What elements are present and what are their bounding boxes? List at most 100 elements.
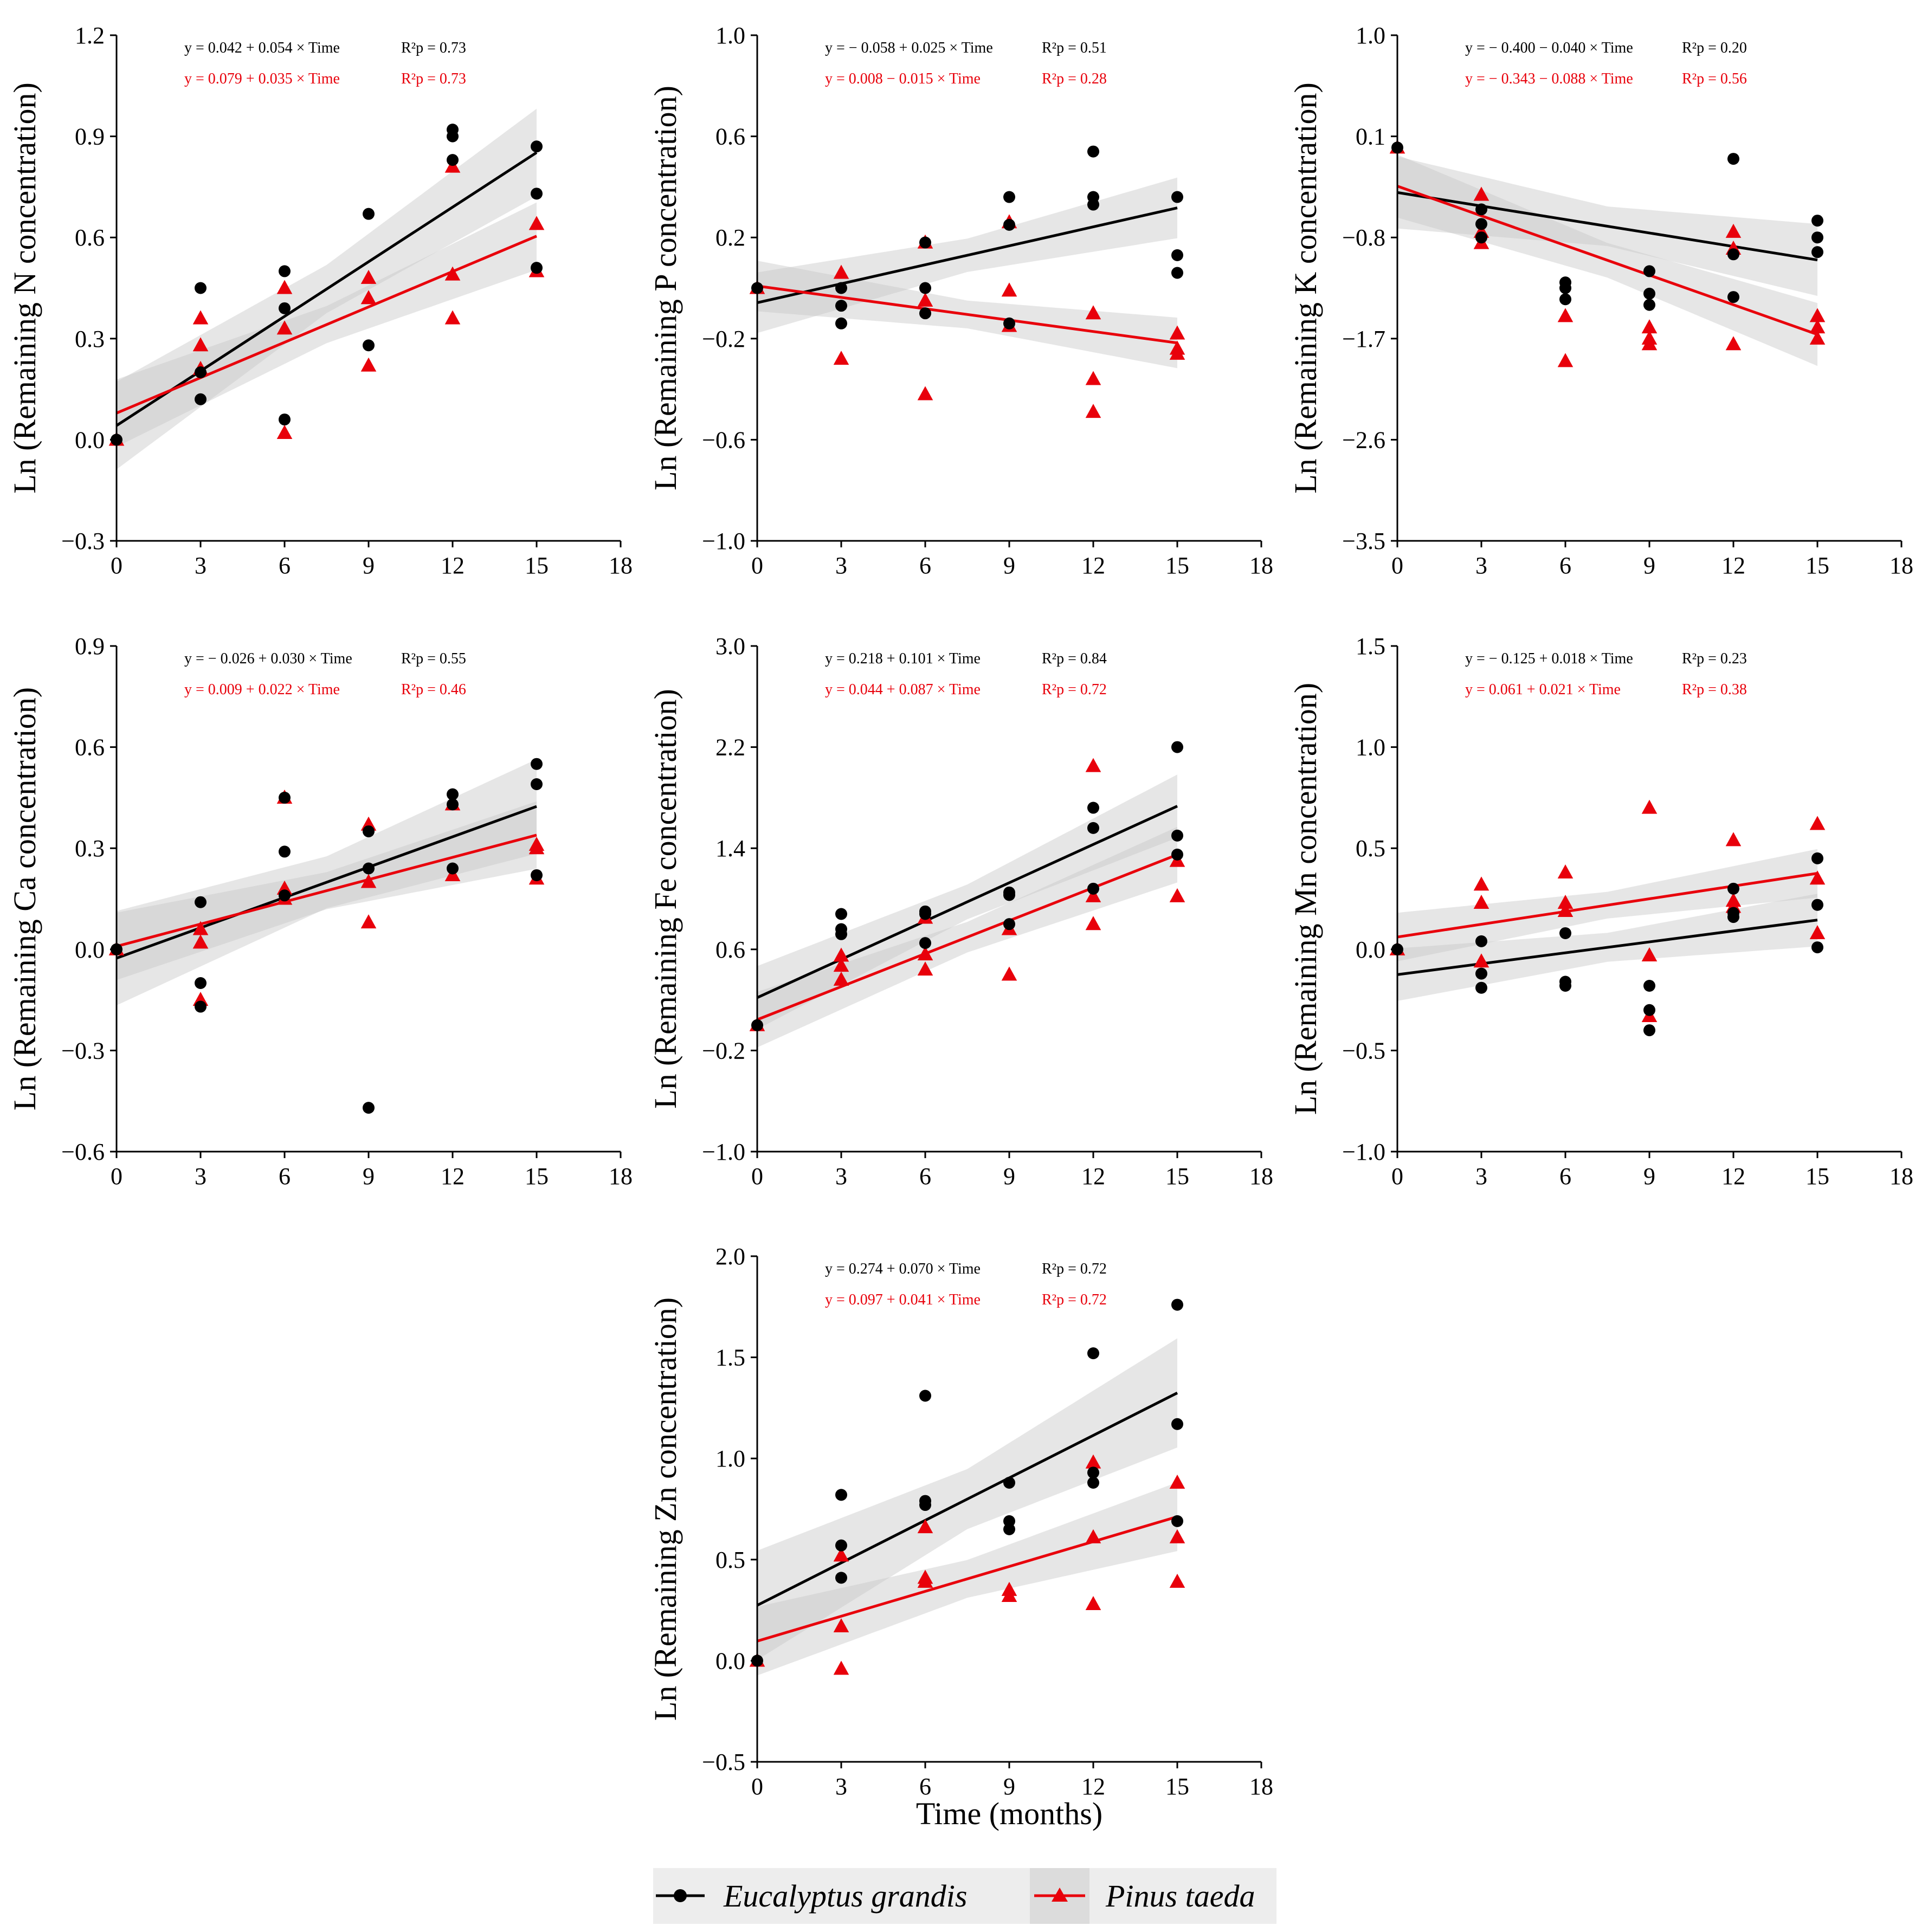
equation-n-eucalyptus: y = 0.042 + 0.054 × Time	[184, 40, 340, 56]
x-tick-label-ca: 18	[609, 1163, 633, 1190]
x-tick-label-mn: 15	[1806, 1163, 1829, 1190]
point-n-eucalyptus	[279, 302, 291, 314]
point-mn-eucalyptus	[1643, 979, 1655, 992]
point-fe-eucalyptus	[1087, 802, 1099, 814]
point-p-pinus	[1169, 345, 1185, 360]
r2-p-pinus: R²p = 0.28	[1042, 70, 1107, 87]
equation-p-pinus: y = 0.008 − 0.015 × Time	[825, 70, 981, 87]
point-p-eucalyptus	[919, 282, 931, 294]
point-p-eucalyptus	[1087, 198, 1099, 211]
y-tick-label-mn: 0.5	[1356, 835, 1385, 862]
point-p-eucalyptus	[1087, 145, 1099, 158]
point-mn-eucalyptus	[1643, 1024, 1655, 1037]
equation-zn-eucalyptus: y = 0.274 + 0.070 × Time	[825, 1261, 981, 1277]
y-tick-label-p: 1.0	[715, 22, 745, 49]
panel-n: 0 3 6 9 12 15 18 −0.3 0.0 0.3 0.6 0.9 1.2 Ln (Remaini…	[7, 22, 633, 579]
equation-p-eucalyptus: y = − 0.058 + 0.025 × Time	[825, 40, 993, 56]
point-mn-pinus	[1473, 895, 1489, 909]
x-tick-label-n: 18	[609, 552, 633, 579]
point-n-pinus	[276, 280, 293, 294]
point-mn-eucalyptus	[1643, 1004, 1655, 1016]
point-p-eucalyptus	[835, 317, 847, 329]
x-tick-label-mn: 6	[1559, 1163, 1571, 1190]
point-k-pinus	[1809, 308, 1826, 322]
point-zn-pinus	[1169, 1475, 1185, 1489]
point-k-pinus	[1557, 353, 1574, 367]
point-n-eucalyptus	[531, 262, 543, 274]
y-axis-title-ca: Ln (Remaining Ca concentration)	[7, 687, 42, 1110]
y-tick-label-k: 1.0	[1356, 22, 1385, 49]
y-axis-title-p: Ln (Remaining P concentration)	[648, 86, 683, 490]
point-zn-eucalyptus	[835, 1489, 847, 1501]
point-ca-eucalyptus	[363, 862, 375, 875]
x-tick-label-p: 0	[751, 552, 763, 579]
point-zn-eucalyptus	[919, 1499, 931, 1511]
point-ca-eucalyptus	[447, 862, 459, 875]
point-k-eucalyptus	[1475, 231, 1487, 244]
r2-zn-eucalyptus: R²p = 0.72	[1042, 1261, 1107, 1277]
regression-line-p-pinus	[757, 285, 1178, 345]
point-mn-pinus	[1809, 816, 1826, 830]
point-p-pinus	[1001, 282, 1017, 297]
point-mn-pinus	[1641, 947, 1658, 962]
panel-zn: 0 3 6 9 12 15 18 −0.5 0.0 0.5 1.0 1.5 2.0 Ln (Remaini…	[648, 1243, 1273, 1831]
point-fe-eucalyptus	[835, 908, 847, 920]
point-p-eucalyptus	[1003, 317, 1015, 329]
point-ca-pinus	[360, 914, 377, 929]
point-ca-eucalyptus	[279, 889, 291, 902]
point-zn-eucalyptus	[1171, 1515, 1183, 1527]
point-k-eucalyptus	[1727, 291, 1739, 303]
x-axis-title: Time (months)	[916, 1796, 1102, 1831]
y-tick-label-n: 0.6	[75, 224, 105, 251]
point-zn-pinus	[1169, 1529, 1185, 1543]
regression-line-zn-eucalyptus	[757, 1392, 1178, 1607]
x-tick-label-fe: 15	[1165, 1163, 1189, 1190]
y-tick-label-p: 0.2	[715, 224, 745, 251]
point-mn-pinus	[1557, 895, 1574, 909]
point-mn-eucalyptus	[1727, 911, 1739, 923]
point-k-eucalyptus	[1559, 293, 1571, 306]
point-fe-pinus	[833, 958, 849, 972]
point-fe-pinus	[1085, 888, 1101, 902]
equation-n-pinus: y = 0.079 + 0.035 × Time	[184, 70, 340, 87]
point-p-eucalyptus	[1171, 267, 1183, 279]
x-tick-label-ca: 0	[111, 1163, 122, 1190]
x-tick-label-mn: 3	[1475, 1163, 1487, 1190]
r2-ca-pinus: R²p = 0.46	[401, 681, 466, 698]
point-mn-pinus	[1725, 832, 1742, 847]
point-zn-eucalyptus	[1003, 1523, 1015, 1535]
point-zn-eucalyptus	[1087, 1466, 1099, 1479]
point-zn-eucalyptus	[1003, 1476, 1015, 1489]
point-n-pinus	[276, 320, 293, 335]
y-tick-label-n: 0.3	[75, 326, 105, 352]
y-axis-title-n: Ln (Remaining N concentration)	[7, 82, 42, 494]
regression-line-k-pinus	[1397, 185, 1818, 336]
y-tick-label-p: 0.6	[715, 124, 745, 150]
regression-line-fe-pinus	[757, 853, 1178, 1021]
x-tick-label-mn: 0	[1391, 1163, 1403, 1190]
equation-ca-pinus: y = 0.009 + 0.022 × Time	[184, 681, 340, 698]
y-axis-title-mn: Ln (Remaining Mn concentration)	[1288, 683, 1323, 1115]
point-n-eucalyptus	[195, 282, 207, 294]
y-tick-label-fe: −1.0	[702, 1139, 745, 1165]
regression-line-p-eucalyptus	[757, 206, 1178, 304]
point-fe-eucalyptus	[919, 908, 931, 920]
point-mn-pinus	[1641, 799, 1658, 814]
point-fe-eucalyptus	[835, 928, 847, 940]
x-tick-label-mn: 12	[1721, 1163, 1745, 1190]
point-p-pinus	[917, 292, 933, 307]
point-k-pinus	[1725, 223, 1742, 238]
y-tick-label-n: 0.0	[75, 427, 105, 453]
point-p-pinus	[833, 264, 849, 279]
r2-fe-pinus: R²p = 0.72	[1042, 681, 1107, 698]
y-tick-label-fe: 1.4	[715, 835, 745, 862]
x-tick-label-zn: 15	[1165, 1773, 1189, 1800]
point-fe-pinus	[917, 946, 933, 961]
x-tick-label-k: 6	[1559, 552, 1571, 579]
point-mn-eucalyptus	[1811, 899, 1823, 911]
point-zn-eucalyptus	[835, 1572, 847, 1584]
regression-line-n-eucalyptus	[117, 151, 538, 427]
equation-zn-pinus: y = 0.097 + 0.041 × Time	[825, 1291, 981, 1308]
x-tick-label-zn: 9	[1003, 1773, 1015, 1800]
y-tick-label-ca: −0.6	[61, 1139, 105, 1165]
